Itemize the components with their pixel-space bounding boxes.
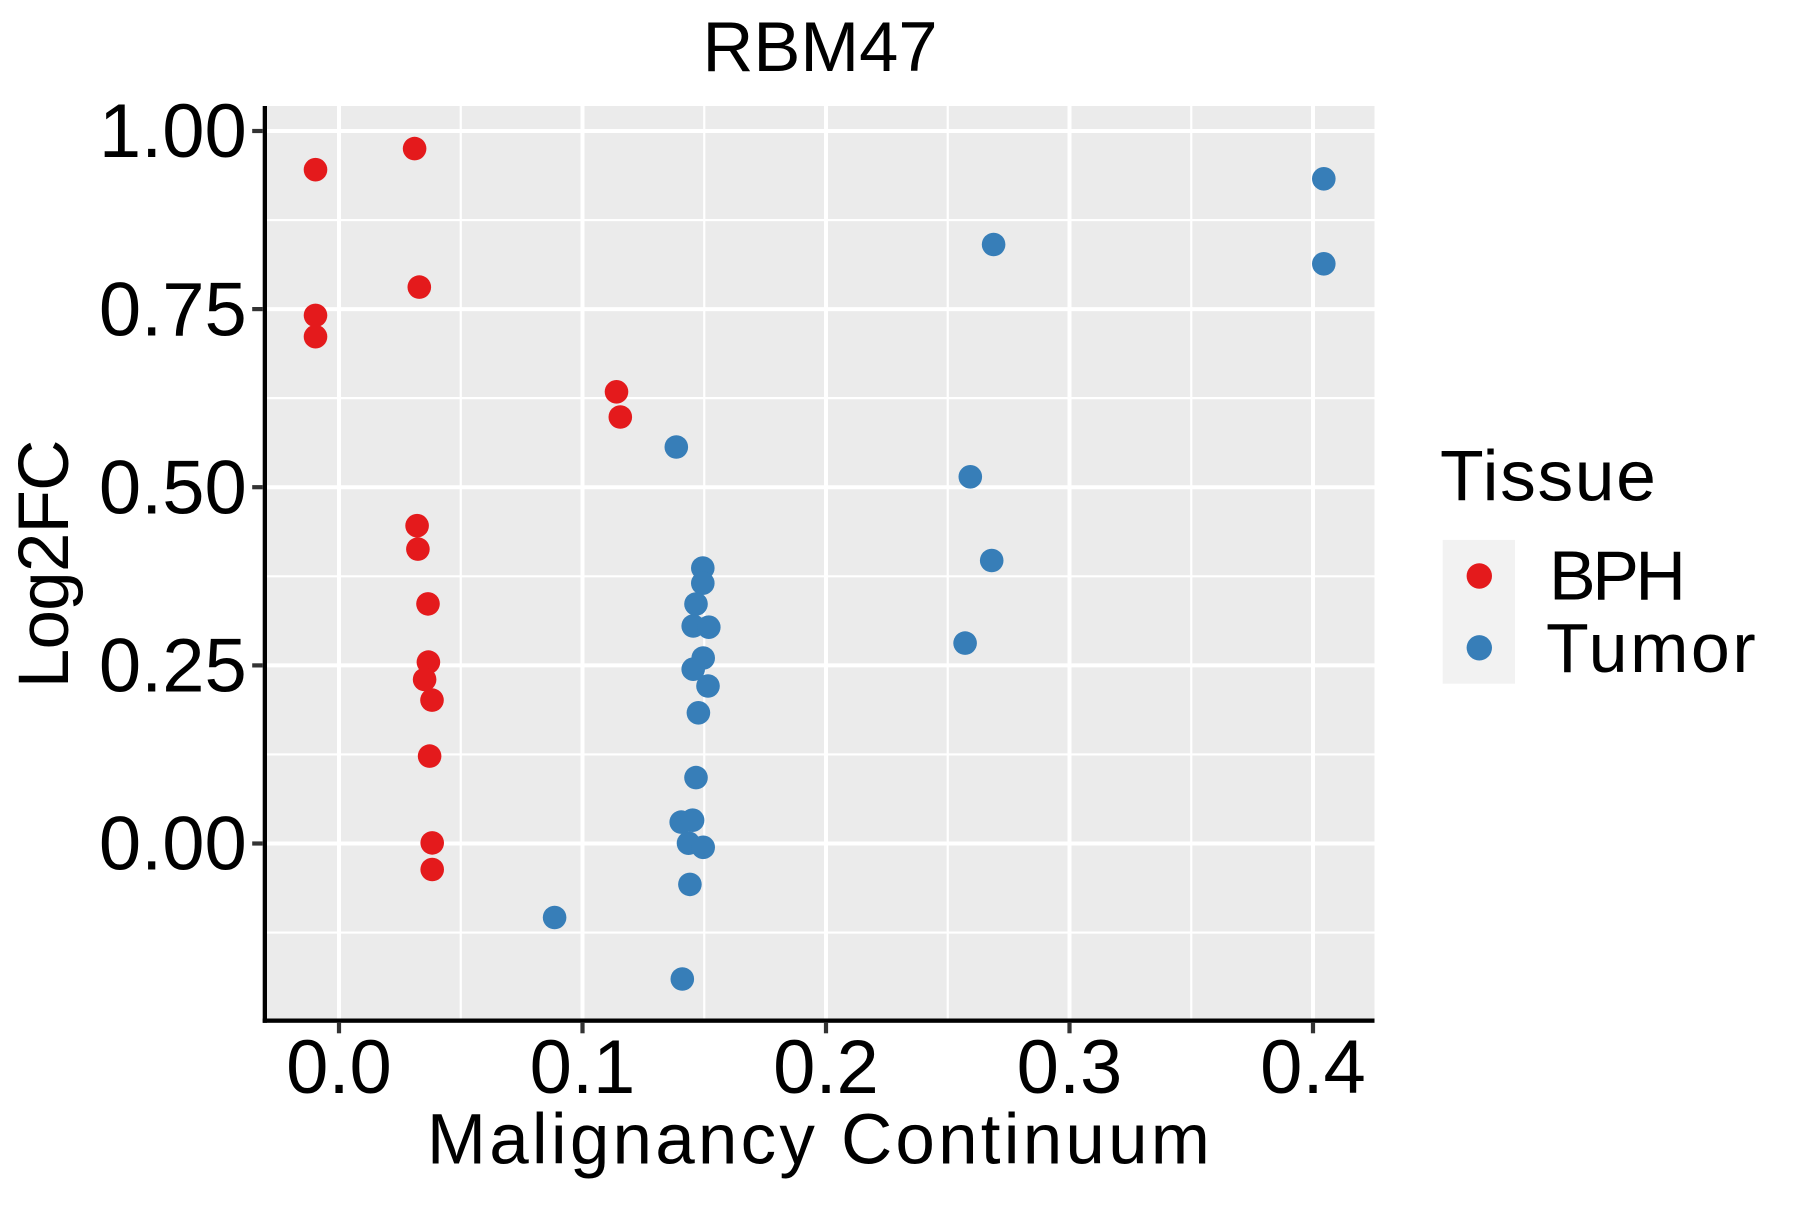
svg-text:0.00: 0.00 <box>99 802 247 887</box>
svg-text:0.3: 0.3 <box>1017 1025 1123 1110</box>
svg-text:0.0: 0.0 <box>286 1025 392 1110</box>
svg-text:RBM47: RBM47 <box>702 7 937 86</box>
svg-text:BPH: BPH <box>1549 536 1682 614</box>
svg-text:Log2FC: Log2FC <box>5 440 84 688</box>
svg-text:1.00: 1.00 <box>99 89 247 174</box>
svg-text:0.1: 0.1 <box>530 1025 636 1110</box>
svg-text:0.2: 0.2 <box>773 1025 879 1110</box>
svg-text:Tissue: Tissue <box>1440 436 1658 516</box>
svg-text:Tumor: Tumor <box>1546 609 1758 687</box>
svg-text:0.4: 0.4 <box>1260 1025 1366 1110</box>
svg-text:0.75: 0.75 <box>99 267 247 352</box>
svg-text:0.50: 0.50 <box>99 445 247 530</box>
svg-text:0.25: 0.25 <box>99 624 247 709</box>
svg-text:Malignancy Continuum: Malignancy Continuum <box>427 1101 1213 1180</box>
